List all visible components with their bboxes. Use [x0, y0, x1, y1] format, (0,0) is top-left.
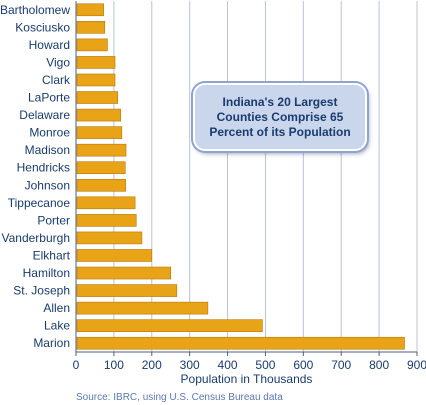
category-label: Allen — [43, 301, 70, 315]
bar-allen — [76, 301, 209, 315]
bar-elkhart — [76, 249, 153, 262]
bar-laporte — [76, 91, 118, 104]
category-label: Madison — [25, 143, 70, 157]
category-label: Clark — [42, 73, 71, 87]
annotation-text: Indiana's 20 Largest Counties Comprise 6… — [209, 94, 351, 139]
category-label: Kosciusko — [15, 20, 70, 34]
category-label: St. Joseph — [13, 284, 70, 298]
category-label: LaPorte — [28, 91, 70, 105]
bar-marion — [76, 336, 405, 350]
bar-johnson — [76, 178, 126, 192]
source-note: Source: IBRC, using U.S. Census Bureau d… — [76, 392, 283, 403]
bar-tippecanoe — [76, 196, 136, 210]
bar-st-joseph — [76, 284, 178, 297]
bar-howard — [76, 38, 108, 52]
category-label: Marion — [33, 336, 70, 350]
x-tick-label: 100 — [104, 358, 124, 372]
category-label: Howard — [29, 38, 70, 52]
category-labels: Bartholomew Kosciusko Howard Vigo Clark LaPor… — [0, 3, 71, 350]
bar-bartholomew — [76, 3, 104, 17]
bar-clark — [76, 73, 116, 87]
bar-delaware — [76, 108, 122, 122]
x-tick-labels: 0 100 200 300 400 500 600 700 800 900 — [73, 358, 426, 372]
category-label: Monroe — [29, 126, 70, 140]
bar-monroe — [76, 126, 123, 139]
category-label: Hendricks — [17, 161, 70, 175]
grid-lines — [113, 1, 418, 352]
x-tick-label: 800 — [369, 358, 389, 372]
bar-porter — [76, 214, 137, 227]
x-tick-label: 500 — [255, 358, 275, 372]
bar-vanderburgh — [76, 231, 143, 245]
axes — [75, 1, 418, 356]
bar-hamilton — [76, 266, 172, 280]
bar-lake — [76, 319, 263, 332]
annotation-callout: Indiana's 20 Largest Counties Comprise 6… — [193, 83, 367, 151]
x-tick-label: 900 — [407, 358, 426, 372]
category-label: Elkhart — [33, 248, 71, 262]
x-tick-label: 600 — [293, 358, 313, 372]
category-label: Tippecanoe — [8, 196, 71, 210]
category-label: Lake — [44, 319, 70, 333]
category-label: Porter — [37, 213, 70, 227]
category-label: Vigo — [46, 55, 70, 69]
bars — [76, 3, 405, 350]
category-label: Hamilton — [23, 266, 70, 280]
x-tick-label: 300 — [180, 358, 200, 372]
bar-vigo — [76, 56, 116, 69]
x-tick-label: 0 — [73, 358, 80, 372]
x-tick-label: 700 — [331, 358, 351, 372]
category-label: Delaware — [19, 108, 70, 122]
category-label: Johnson — [25, 178, 70, 192]
x-tick-label: 200 — [142, 358, 162, 372]
x-axis-label: Population in Thousands — [180, 372, 313, 386]
bar-kosciusko — [76, 21, 106, 34]
category-label: Bartholomew — [0, 3, 70, 17]
bar-madison — [76, 143, 127, 157]
bar-hendricks — [76, 161, 126, 175]
category-label: Vanderburgh — [2, 231, 71, 245]
x-tick-label: 400 — [218, 358, 238, 372]
